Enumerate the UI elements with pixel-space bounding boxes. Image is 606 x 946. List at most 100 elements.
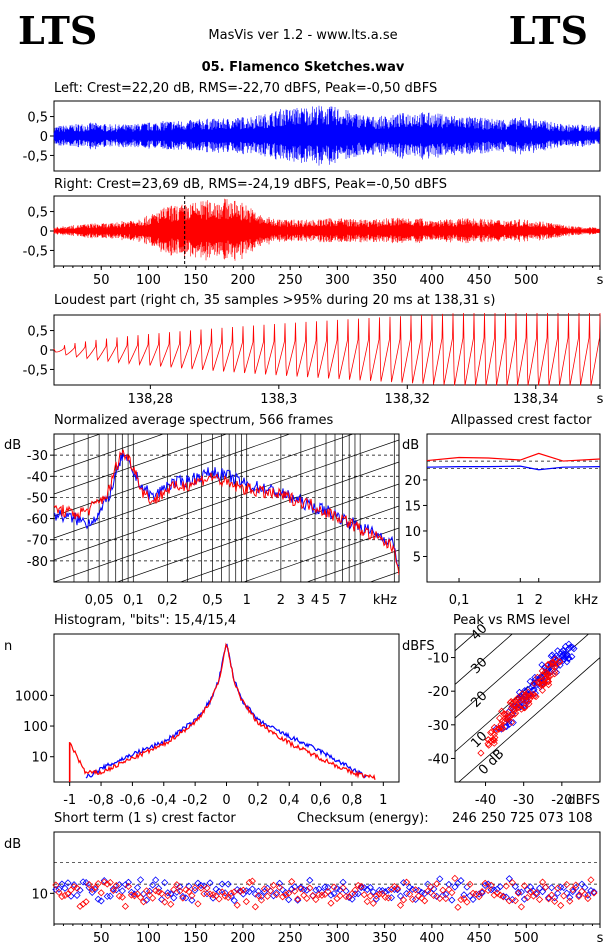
peak-rms-crest-label: 20 xyxy=(468,689,490,711)
short-crest-point xyxy=(484,886,492,894)
short-crest-point xyxy=(248,885,256,893)
spectrum-slope-line xyxy=(54,439,399,561)
peak-rms-point xyxy=(477,749,485,757)
short-crest-point xyxy=(70,881,78,889)
short-term-crest-title: Short term (1 s) crest factor xyxy=(54,811,236,826)
short-crest-point xyxy=(502,893,510,901)
histogram-series-right xyxy=(69,642,376,780)
short-crest-point xyxy=(481,881,489,890)
peak-rms-point xyxy=(512,709,520,717)
short-crest-point xyxy=(566,893,574,901)
short-crest-point xyxy=(185,888,193,896)
short-crest-point xyxy=(297,885,305,893)
peak-rms-x-tick-label: -30 xyxy=(513,793,534,808)
short-crest-point xyxy=(103,880,111,888)
short-crest-point xyxy=(146,887,154,895)
peak-rms-crest-line xyxy=(458,657,600,782)
short-crest-point xyxy=(79,900,87,908)
short-crest-point xyxy=(460,891,468,899)
short-crest-point xyxy=(427,883,435,891)
peak-rms-point xyxy=(549,658,557,666)
short-crest-point xyxy=(366,883,374,891)
short-crest-point xyxy=(58,892,66,901)
short-crest-point xyxy=(291,883,299,891)
spectrum-slope-line xyxy=(54,308,399,428)
short-crest-point xyxy=(333,884,341,893)
spectrum-x-tick-label: 1 xyxy=(243,593,251,608)
peak-rms-point xyxy=(506,699,514,707)
short-crest-point xyxy=(112,882,120,890)
short-crest-point xyxy=(396,892,405,900)
short-crest-point xyxy=(242,887,250,895)
short-crest-point xyxy=(233,901,241,909)
file-name: 05. Flamenco Sketches.wav xyxy=(201,60,405,75)
peak-rms-point xyxy=(503,715,511,723)
short-crest-point xyxy=(590,888,598,896)
short-crest-point xyxy=(203,890,211,898)
short-crest-point xyxy=(363,885,371,894)
short-crest-point xyxy=(312,895,320,904)
short-crest-point xyxy=(303,886,311,894)
short-crest-point xyxy=(288,877,296,886)
short-crest-point xyxy=(575,892,583,900)
short-crest-point xyxy=(97,889,105,897)
short-crest-point xyxy=(55,885,63,893)
peak-rms-point xyxy=(516,696,525,704)
peak-rms-point xyxy=(488,728,496,736)
short-crest-point xyxy=(511,883,519,891)
peak-rms-point xyxy=(528,692,536,700)
short-crest-point xyxy=(64,879,72,887)
peak-rms-tick-label: -30 xyxy=(428,719,449,734)
short-crest-point xyxy=(200,890,208,898)
histogram-series-left xyxy=(85,643,368,779)
short-crest-point xyxy=(433,892,441,900)
short-crest-point xyxy=(520,882,528,890)
peak-rms-point xyxy=(554,647,562,655)
spectrum-tick-label: -60 xyxy=(27,513,48,528)
short-crest-point xyxy=(76,886,84,894)
short-crest-point xyxy=(164,892,172,900)
short-crest-point xyxy=(106,892,114,900)
spectrum-slope-line xyxy=(305,549,399,582)
short-crest-point xyxy=(173,881,181,889)
short-crest-point xyxy=(82,898,90,906)
short-crest-point xyxy=(285,896,293,904)
histogram-y-label: n xyxy=(4,639,12,654)
peak-rms-point xyxy=(544,661,552,669)
short-crest-point xyxy=(139,898,148,906)
peak-rms-point xyxy=(538,686,546,694)
crest-tick-label: 20 xyxy=(404,474,421,489)
peak-rms-point xyxy=(499,725,507,733)
short-crest-point xyxy=(532,889,541,897)
peak-rms-point xyxy=(503,710,511,718)
short-crest-point xyxy=(67,892,75,900)
short-crest-point xyxy=(548,891,556,899)
short-crest-point xyxy=(436,875,444,883)
short-crest-point xyxy=(64,890,72,898)
short-crest-point xyxy=(88,885,96,894)
short-crest-x-tick-label: 100 xyxy=(136,931,161,946)
loudest-part-x-tick-label: 138,28 xyxy=(128,392,174,407)
peak-rms-point xyxy=(544,671,552,679)
short-crest-series-left xyxy=(52,875,598,905)
peak-rms-point xyxy=(490,723,498,731)
short-crest-point xyxy=(161,898,169,906)
short-crest-point xyxy=(279,893,287,901)
spectrum-x-tick-label: 4 xyxy=(311,593,319,608)
short-crest-point xyxy=(505,897,513,905)
short-crest-point xyxy=(306,876,314,884)
short-crest-point xyxy=(348,895,356,903)
short-crest-point xyxy=(424,887,432,895)
loudest-part-tick-label: 0 xyxy=(40,344,48,359)
peak-rms-point xyxy=(520,704,528,712)
crest-series-right xyxy=(426,452,601,462)
short-crest-point xyxy=(167,890,175,898)
short-crest-point xyxy=(517,903,525,911)
loudest-part-tick-label: 0,5 xyxy=(27,325,48,340)
crest-tick-label: 5 xyxy=(413,550,421,565)
peak-rms-point xyxy=(492,727,500,735)
short-crest-point xyxy=(130,892,139,900)
spectrum-tick-label: -30 xyxy=(27,449,48,464)
short-crest-point xyxy=(399,879,408,887)
spectrum-x-tick-label: 5 xyxy=(322,593,330,608)
